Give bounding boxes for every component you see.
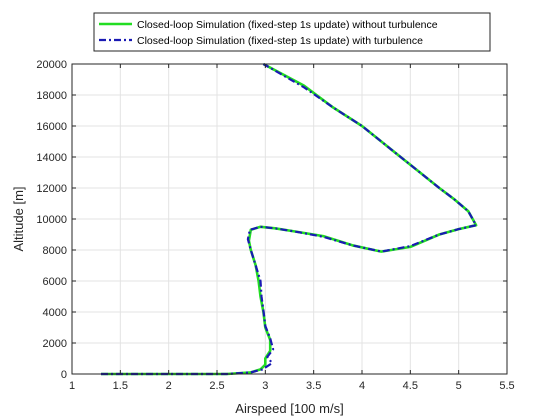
legend-label-1: Closed-loop Simulation (fixed-step 1s up… [137,19,438,31]
x-tick-label: 5 [456,380,462,392]
y-tick-label: 16000 [36,121,67,133]
x-tick-label: 4 [359,380,365,392]
x-axis-label: Airspeed [100 m/s] [235,401,343,416]
y-tick-label: 4000 [43,307,67,319]
x-tick-label: 3 [262,380,268,392]
series-line-1 [101,62,478,376]
x-tick-label: 1.5 [113,380,128,392]
y-tick-label: 20000 [36,59,67,71]
grid [71,63,508,375]
y-axis-label: Altitude [m] [11,186,26,251]
x-tick-label: 1 [69,380,75,392]
legend-box [93,12,491,52]
y-tick-label: 8000 [43,245,67,257]
x-tick-label: 2.5 [209,380,224,392]
y-tick-label: 12000 [36,183,67,195]
x-tick-label: 5.5 [499,380,514,392]
legend: Closed-loop Simulation (fixed-step 1s up… [93,12,491,52]
x-tick-label: 3.5 [306,380,321,392]
ticks: 1 1.5 2 2.5 3 3.5 4 4.5 5 5.5 0 2000 4000 6000 8000 100… [36,59,514,392]
series-layer [101,62,478,376]
y-tick-label: 2000 [43,338,67,350]
y-tick-label: 14000 [36,152,67,164]
x-tick-label: 4.5 [403,380,418,392]
y-tick-label: 6000 [43,276,67,288]
y-tick-label: 18000 [36,90,67,102]
y-tick-label: 10000 [36,214,67,226]
y-tick-label: 0 [61,369,67,381]
x-tick-label: 2 [166,380,172,392]
legend-label-2: Closed-loop Simulation (fixed-step 1s up… [137,35,423,47]
